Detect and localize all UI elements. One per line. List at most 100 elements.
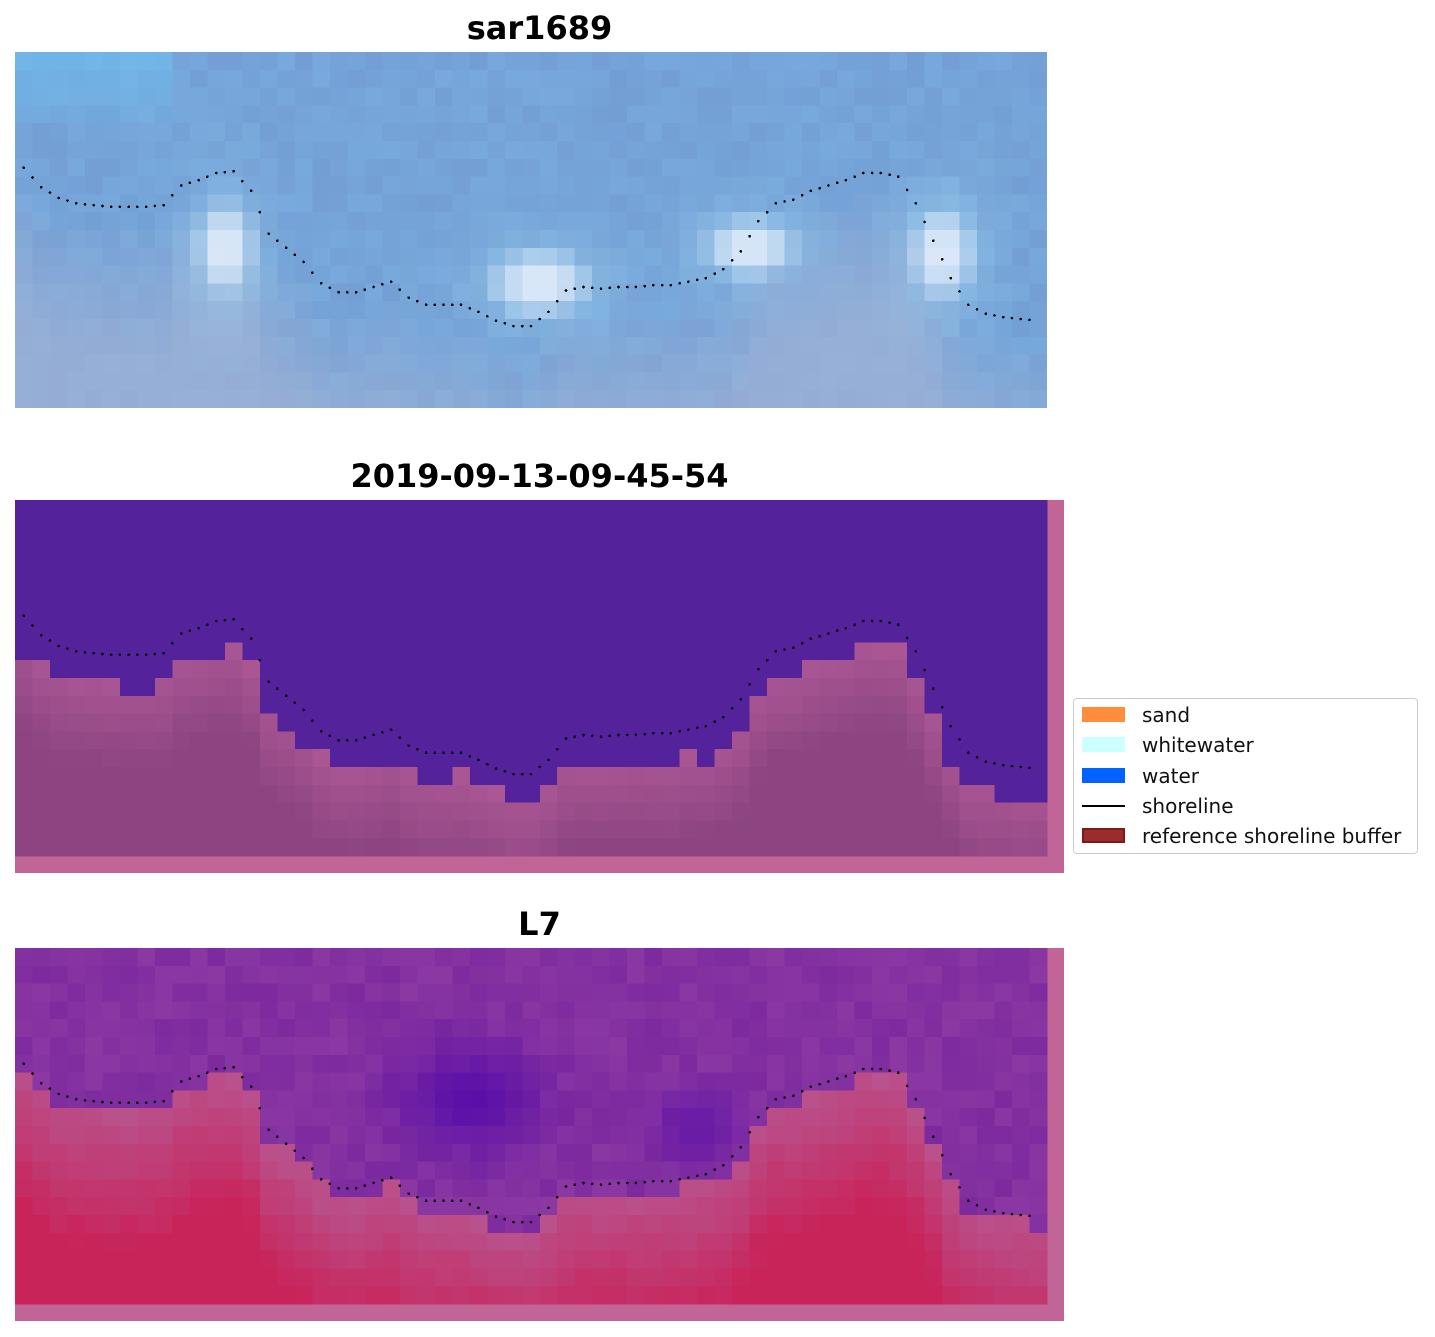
- rgb-pixel: [312, 336, 331, 356]
- mndwi-pixel: [294, 965, 313, 985]
- rgb-pixel: [627, 247, 646, 267]
- mndwi-pixel: [539, 1126, 558, 1145]
- mndwi-pixel: [522, 948, 541, 967]
- rgb-pixel: [662, 283, 681, 302]
- rgb-pixel: [837, 194, 856, 213]
- mndwi-pixel: [67, 1161, 86, 1180]
- rgb-pixel: [452, 87, 471, 106]
- rgb-pixel: [207, 158, 226, 178]
- class-pixel: [1029, 660, 1048, 679]
- class-pixel: [994, 624, 1013, 643]
- class-pixel: [364, 695, 383, 715]
- mndwi-pixel: [592, 1037, 611, 1056]
- class-pixel: [784, 642, 803, 661]
- class-pixel: [907, 695, 926, 715]
- class-pixel: [434, 820, 453, 839]
- class-pixel: [837, 731, 856, 750]
- class-pixel: [32, 571, 51, 590]
- mndwi-pixel: [627, 1268, 646, 1287]
- shoreline-series: [22, 614, 1031, 776]
- shoreline-point: [993, 1210, 996, 1213]
- rgb-pixel: [662, 212, 681, 231]
- class-pixel: [15, 678, 34, 697]
- mndwi-pixel: [32, 1143, 51, 1163]
- rgb-pixel: [819, 194, 838, 213]
- rgb-pixel: [329, 372, 348, 391]
- class-pixel: [802, 660, 821, 679]
- rgb-pixel: [837, 247, 856, 267]
- class-pixel: [924, 535, 943, 554]
- class-pixel: [312, 731, 331, 750]
- mndwi-pixel: [382, 1019, 401, 1038]
- rgb-pixel: [102, 354, 121, 373]
- mndwi-pixel: [592, 1286, 611, 1305]
- mndwi-pixel: [242, 948, 261, 967]
- mndwi-pixel: [137, 1143, 156, 1163]
- shoreline-point: [1002, 315, 1005, 319]
- mndwi-pixel: [294, 983, 313, 1002]
- class-pixel: [994, 695, 1013, 715]
- rgb-pixel: [312, 390, 331, 408]
- mndwi-pixel: [259, 1019, 278, 1038]
- mndwi-pixel: [749, 1019, 768, 1038]
- class-pixel: [382, 517, 401, 537]
- class-pixel: [382, 802, 401, 821]
- class-pixel: [189, 589, 209, 608]
- mndwi-pixel: [977, 1232, 996, 1252]
- shoreline-point: [739, 1146, 743, 1149]
- mndwi-pixel: [557, 1054, 576, 1074]
- mndwi-pixel: [609, 1268, 628, 1287]
- class-pixel: [224, 624, 243, 643]
- rgb-pixel: [1012, 319, 1031, 338]
- rgb-pixel: [207, 247, 226, 267]
- rgb-pixel: [294, 194, 313, 213]
- mndwi-pixel: [609, 948, 628, 967]
- class-pixel: [942, 517, 961, 537]
- mndwi-pixel: [189, 1143, 209, 1163]
- mndwi-pixel: [487, 1232, 506, 1252]
- rgb-pixel: [574, 390, 593, 408]
- rgb-pixel: [329, 354, 348, 373]
- rgb-pixel: [609, 87, 628, 106]
- class-pixel: [487, 713, 506, 732]
- mndwi-pixel: [872, 1161, 891, 1180]
- shoreline-point: [862, 171, 865, 175]
- class-pixel: [102, 838, 121, 857]
- rgb-pixel: [557, 158, 576, 178]
- rgb-pixel: [84, 336, 104, 356]
- mndwi-pixel: [382, 1090, 401, 1109]
- rgb-pixel: [347, 123, 366, 142]
- shoreline-point: [477, 758, 480, 762]
- rgb-pixel: [312, 176, 331, 195]
- rgb-pixel: [469, 52, 488, 71]
- mndwi-pixel: [399, 1250, 418, 1269]
- class-pixel: [837, 500, 856, 519]
- mndwi-pixel: [714, 1215, 733, 1234]
- rgb-pixel: [767, 336, 786, 356]
- class-pixel: [819, 606, 838, 626]
- mndwi-pixel: [889, 983, 908, 1002]
- shoreline-point: [573, 287, 576, 290]
- mndwi-pixel: [907, 1286, 926, 1305]
- rgb-pixel: [207, 212, 226, 231]
- class-pixel: [207, 571, 226, 590]
- mndwi-pixel: [364, 1215, 383, 1234]
- shoreline-point: [416, 1195, 419, 1199]
- rgb-pixel: [364, 247, 383, 267]
- rgb-pixel: [137, 230, 156, 249]
- mndwi-pixel: [714, 1072, 733, 1091]
- class-pixel: [469, 642, 488, 661]
- rgb-pixel: [119, 123, 139, 142]
- mndwi-pixel: [889, 1054, 908, 1074]
- mndwi-pixel: [32, 1250, 51, 1269]
- rgb-pixel: [207, 319, 226, 338]
- class-pixel: [207, 500, 226, 519]
- mndwi-pixel: [242, 1161, 261, 1180]
- class-pixel: [819, 802, 838, 821]
- mndwi-pixel: [749, 1232, 768, 1252]
- class-pixel: [84, 713, 104, 732]
- class-pixel: [224, 784, 243, 804]
- rgb-pixel: [399, 301, 418, 320]
- shoreline-point: [818, 634, 821, 638]
- rgb-pixel: [942, 354, 961, 373]
